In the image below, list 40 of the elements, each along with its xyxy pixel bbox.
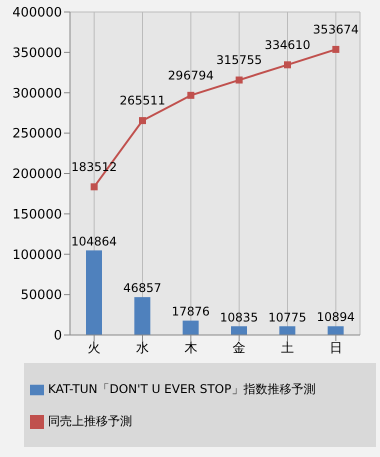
data-label: 353674 [312, 22, 359, 36]
point [332, 46, 340, 53]
y-tick-label: 150000 [12, 207, 62, 222]
x-tick-label: 水 [136, 341, 149, 356]
x-tick-label: 土 [281, 341, 294, 356]
point [187, 92, 194, 99]
y-tick-label: 250000 [12, 126, 62, 142]
data-label: 10775 [268, 310, 306, 324]
point [236, 76, 243, 84]
y-tick-label: 400000 [12, 6, 62, 21]
data-label: 10835 [220, 310, 258, 324]
y-tick-label: 0 [54, 328, 62, 344]
data-label: 104864 [71, 234, 117, 248]
x-tick-label: 木 [184, 341, 198, 356]
bar [328, 326, 344, 335]
data-label: 334610 [264, 38, 310, 52]
point [284, 61, 291, 68]
bar [279, 326, 296, 335]
data-label: 10894 [316, 310, 355, 324]
bar [86, 250, 102, 335]
y-tick-label: 300000 [12, 86, 62, 102]
legend-label: 同売上推移予測 [48, 414, 132, 428]
x-tick-label: 火 [88, 341, 101, 356]
data-label: 296794 [168, 68, 214, 82]
bar [134, 297, 150, 335]
bar [231, 326, 247, 335]
y-tick-label: 50000 [20, 288, 62, 304]
data-label: 315755 [216, 53, 262, 68]
y-tick-label: 200000 [12, 167, 62, 182]
x-tick-label: 日 [329, 341, 342, 356]
x-tick-label: 金 [232, 341, 246, 356]
legend-label: KAT-TUN「DON'T U EVER STOP」指数推移予測 [48, 382, 316, 396]
y-tick-label: 350000 [12, 46, 62, 61]
bar [182, 320, 199, 335]
data-label: 46857 [123, 281, 162, 296]
y-tick-label: 100000 [12, 248, 62, 263]
point [139, 117, 146, 124]
point [90, 183, 98, 190]
data-label: 265511 [120, 94, 166, 108]
data-label: 17876 [172, 304, 210, 319]
